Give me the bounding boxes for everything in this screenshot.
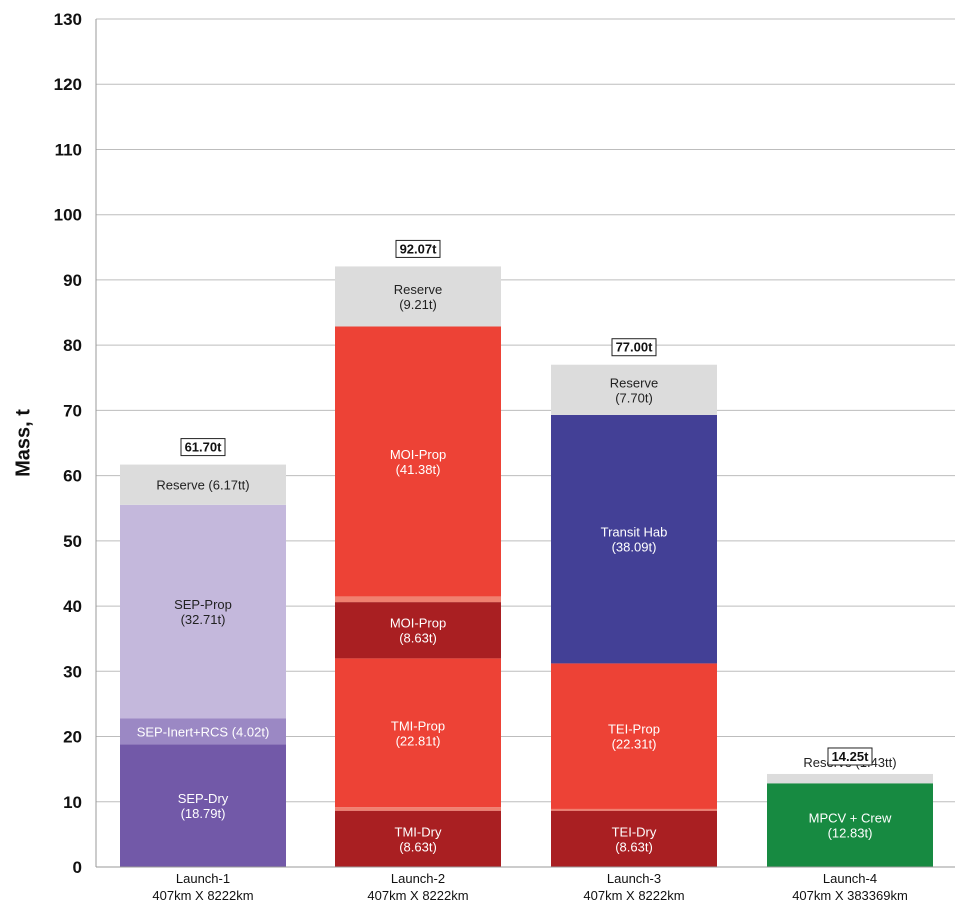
bar-segment	[335, 810, 501, 867]
segment-label: (38.09t)	[612, 540, 657, 555]
y-axis: Mass, t 0 10 20 30 40 50 60 70 80 90 100 110 120 130	[12, 10, 97, 877]
bar-segment	[767, 773, 933, 784]
y-tick-label: 70	[63, 401, 82, 420]
bar-stack: TMI-Dry(8.63t)TMI-Inert+RCS (0.54t)TMI-P…	[335, 239, 501, 867]
y-tick-label: 10	[63, 793, 82, 812]
y-tick-label: 130	[54, 10, 82, 29]
y-tick-label: 60	[63, 467, 82, 486]
y-tick-label: 20	[63, 728, 82, 747]
y-tick-label: 110	[55, 140, 82, 159]
bar-segment	[551, 364, 717, 415]
y-axis-label: Mass, t	[12, 409, 34, 477]
bars: SEP-Dry(18.79t) SEP-Inert+RCS (4.02t) SEP-…	[120, 239, 933, 867]
total-label-box	[180, 438, 226, 457]
bar-segment	[551, 808, 717, 811]
bar-stack: TEI-Dry(8.63t)TEI-Inert+RCS (0.27t)TEI-P…	[551, 338, 717, 867]
x-tick-sublabel: 407km X 8222km	[367, 888, 468, 903]
segment-label: Reserve	[610, 375, 658, 390]
total-label-box	[611, 338, 657, 357]
y-tick-label: 40	[63, 597, 82, 616]
bar-segment	[335, 658, 501, 808]
y-tick-label: 50	[63, 532, 82, 551]
segment-label: (41.38t)	[396, 462, 441, 477]
bar-segment	[335, 807, 501, 811]
segment-label: (22.31t)	[612, 737, 657, 752]
bar-segment	[335, 326, 501, 597]
total-label: 77.00t	[616, 340, 654, 355]
segment-label: (8.63t)	[399, 631, 437, 646]
y-tick-label: 0	[73, 858, 82, 877]
x-tick-sublabel: 407km X 383369km	[792, 888, 908, 903]
x-tick-label: Launch-4	[823, 871, 877, 886]
total-label: 92.07t	[400, 241, 438, 256]
segment-label: (7.70t)	[615, 390, 653, 405]
segment-label: (32.71t)	[181, 612, 226, 627]
bar-segment	[335, 596, 501, 603]
bar-segment	[335, 602, 501, 659]
total-label-box	[395, 239, 441, 258]
segment-label: (18.79t)	[181, 806, 226, 821]
segment-label: Reserve	[394, 282, 442, 297]
bar-segment	[335, 266, 501, 327]
y-tick-label: 80	[63, 336, 82, 355]
segment-label: TEI-Dry	[612, 824, 657, 839]
total-label: 14.25t	[832, 749, 870, 764]
x-tick-label: Launch-2	[391, 871, 445, 886]
segment-label: (22.81t)	[396, 733, 441, 748]
y-tick-label: 100	[54, 206, 82, 225]
segment-label: TMI-Dry	[395, 824, 442, 839]
bar-segment	[551, 663, 717, 809]
segment-label: Transit Hab	[601, 525, 668, 540]
bar-segment	[551, 810, 717, 867]
segment-label: SEP-Dry	[178, 791, 229, 806]
x-tick-label: Launch-3	[607, 871, 661, 886]
segment-label: (8.63t)	[615, 839, 653, 854]
x-tick-sublabel: 407km X 8222km	[152, 888, 253, 903]
x-tick-label: Launch-1	[176, 871, 230, 886]
segment-label: MOI-Prop	[390, 616, 446, 631]
y-tick-label: 90	[63, 271, 82, 290]
segment-label: TMI-Prop	[391, 718, 445, 733]
segment-label: MPCV + Crew	[809, 811, 892, 826]
segment-label: SEP-Inert+RCS (4.02t)	[137, 724, 270, 739]
segment-label: SEP-Prop	[174, 597, 232, 612]
total-label: 61.70t	[185, 440, 223, 455]
segment-label: (8.63t)	[399, 839, 437, 854]
bar-segment	[120, 464, 286, 505]
segment-label: (12.83t)	[828, 826, 873, 841]
x-tick-sublabel: 407km X 8222km	[583, 888, 684, 903]
segment-label: TEI-Prop	[608, 722, 660, 737]
segment-label: MOI-Prop	[390, 447, 446, 462]
x-axis: Launch-1 407km X 8222km Launch-2 407km X 82…	[96, 866, 955, 903]
segment-label: (9.21t)	[399, 297, 437, 312]
bar-segment	[767, 783, 933, 867]
bar-segment	[551, 414, 717, 664]
bar-stack: SEP-Dry(18.79t) SEP-Inert+RCS (4.02t) SEP-…	[120, 438, 286, 867]
bar-segment	[120, 504, 286, 719]
y-tick-label: 120	[54, 75, 82, 94]
y-tick-label: 30	[63, 662, 82, 681]
bar-stack: MPCV + Crew(12.83t)Reserve (1.43tt)14.25…	[767, 747, 933, 867]
bar-segment	[120, 744, 286, 867]
segment-label: Reserve (6.17tt)	[156, 478, 249, 493]
bar-segment	[120, 718, 286, 745]
total-label-box	[827, 747, 873, 766]
